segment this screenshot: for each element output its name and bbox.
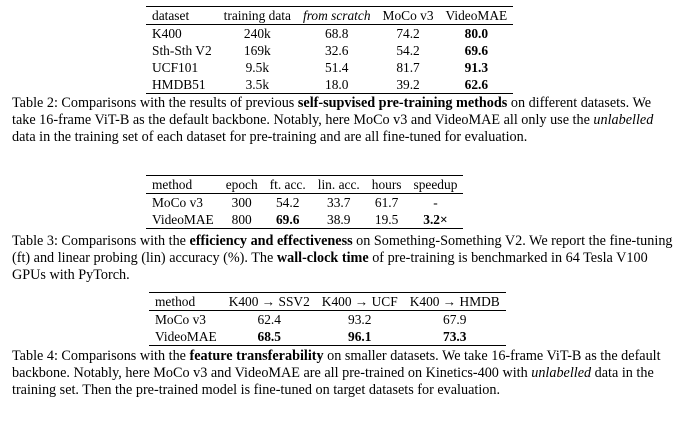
table-cell: 80.0 <box>464 26 489 41</box>
table-4-header-k400-ssv2: K400 → SSV2 <box>228 294 310 309</box>
table-cell: 74.2 <box>396 26 420 41</box>
table-cell: 240k <box>243 26 271 41</box>
table-cell: 38.9 <box>327 212 351 227</box>
table-3-caption: Table 3: Comparisons with the efficiency… <box>12 233 676 284</box>
caption-text: Table 4: Comparisons with the <box>12 348 190 364</box>
table-cell: 169k <box>243 43 271 58</box>
table-row: VideoMAE 68.5 96.1 73.3 <box>149 328 506 346</box>
caption-bold: wall-clock time <box>276 250 369 266</box>
table-cell: MoCo v3 <box>152 195 203 210</box>
caption-bold: self-supvised pre-training methods <box>297 95 508 111</box>
table-cell: 67.9 <box>443 312 467 327</box>
caption-text: on smaller datasets. We take 16-frame Vi… <box>12 348 661 381</box>
table-2-header-training-data: training data <box>223 8 291 23</box>
table-cell: 3.5k <box>245 77 270 92</box>
table-3-header-lin-acc: lin. acc. <box>317 177 360 192</box>
table-2: dataset training data from scratch MoCo … <box>146 6 514 94</box>
table-cell: K400 <box>152 26 182 41</box>
caption-text: data in the training set of each dataset… <box>12 129 528 145</box>
table-row: VideoMAE 800 69.6 38.9 19.5 3.2× <box>146 211 464 229</box>
table-cell: 91.3 <box>464 60 489 75</box>
caption-text: Table 3: Comparisons with the <box>12 233 190 249</box>
table-cell: Sth-Sth V2 <box>152 43 212 58</box>
table-cell: 3.2× <box>423 212 448 227</box>
table-2-header-from-scratch: from scratch <box>302 8 371 23</box>
table-row: HMDB51 3.5k 18.0 39.2 62.6 <box>146 76 514 94</box>
table-cell: 62.6 <box>464 77 489 92</box>
table-cell: 39.2 <box>396 77 420 92</box>
table-cell: MoCo v3 <box>155 312 206 327</box>
caption-text: of pre-training is benchmarked in 64 Tes… <box>12 250 648 283</box>
table-cell: UCF101 <box>152 60 199 75</box>
table-cell: 51.4 <box>325 60 349 75</box>
caption-text: on different datasets. We take 16-frame … <box>12 95 652 128</box>
table-cell: 54.2 <box>396 43 420 58</box>
table-2-header-mocov3: MoCo v3 <box>382 8 434 23</box>
table-cell: 18.0 <box>325 77 349 92</box>
table-3-header-method: method <box>152 177 193 192</box>
table-cell: 68.5 <box>257 329 281 344</box>
table-cell: 19.5 <box>374 212 399 227</box>
table-3-header-speedup: speedup <box>413 177 458 192</box>
table-cell: VideoMAE <box>155 329 217 344</box>
caption-text: Table 2: Comparisons with the results of… <box>12 95 298 111</box>
table-cell: 300 <box>231 195 252 210</box>
table-cell: 9.5k <box>245 60 270 75</box>
table-cell: 96.1 <box>348 329 372 344</box>
table-cell: 800 <box>231 212 252 227</box>
table-2-header-videomae: VideoMAE <box>445 8 508 23</box>
table-cell: 54.2 <box>275 195 300 210</box>
table-3-header-ft-acc: ft. acc. <box>269 177 306 192</box>
table-cell: 93.2 <box>348 312 372 327</box>
table-cell: 32.6 <box>325 43 349 58</box>
table-row: K400 240k 68.8 74.2 80.0 <box>146 25 513 43</box>
table-cell: 69.6 <box>464 43 489 58</box>
table-cell: 81.7 <box>396 60 420 75</box>
table-3-header-epoch: epoch <box>225 177 258 192</box>
table-cell: - <box>433 195 438 210</box>
table-cell: HMDB51 <box>152 77 206 92</box>
table-row: Sth-Sth V2 169k 32.6 54.2 69.6 <box>146 42 513 59</box>
table-cell: 73.3 <box>443 329 467 344</box>
table-4-caption: Table 4: Comparisons with the feature tr… <box>12 348 676 399</box>
table-row: MoCo v3 300 54.2 33.7 61.7 - <box>146 194 463 212</box>
table-3-header-row: method epoch ft. acc. lin. acc. hours sp… <box>146 175 464 194</box>
table-cell: VideoMAE <box>152 212 214 227</box>
table-cell: 62.4 <box>257 312 281 327</box>
caption-bold: efficiency and effectiveness <box>189 233 353 249</box>
table-cell: 33.7 <box>327 195 351 210</box>
caption-bold: feature transferability <box>189 348 324 364</box>
table-4-header-method: method <box>155 294 196 309</box>
table-3-header-hours: hours <box>371 177 402 192</box>
table-2-caption: Table 2: Comparisons with the results of… <box>12 95 676 146</box>
table-4-header-k400-hmdb: K400 → HMDB <box>409 294 500 309</box>
table-2-header-row: dataset training data from scratch MoCo … <box>146 6 514 25</box>
table-cell: 68.8 <box>325 26 349 41</box>
caption-text: on Something-Something V2. We report the… <box>12 233 673 266</box>
table-4-header-row: method K400 → SSV2 K400 → UCF K400 → HMD… <box>149 292 506 311</box>
caption-italic: unlabelled <box>531 365 592 381</box>
table-4-header-k400-ucf: K400 → UCF <box>321 294 398 309</box>
caption-text: data in the training set. Then the pre-t… <box>12 365 654 398</box>
table-3: method epoch ft. acc. lin. acc. hours sp… <box>146 175 464 229</box>
table-2-header-dataset: dataset <box>152 8 190 23</box>
caption-italic: unlabelled <box>593 112 654 128</box>
table-4: method K400 → SSV2 K400 → UCF K400 → HMD… <box>149 292 506 346</box>
table-cell: 69.6 <box>275 212 300 227</box>
table-row: UCF101 9.5k 51.4 81.7 91.3 <box>146 59 513 76</box>
table-row: MoCo v3 62.4 93.2 67.9 <box>149 311 506 329</box>
table-cell: 61.7 <box>374 195 399 210</box>
